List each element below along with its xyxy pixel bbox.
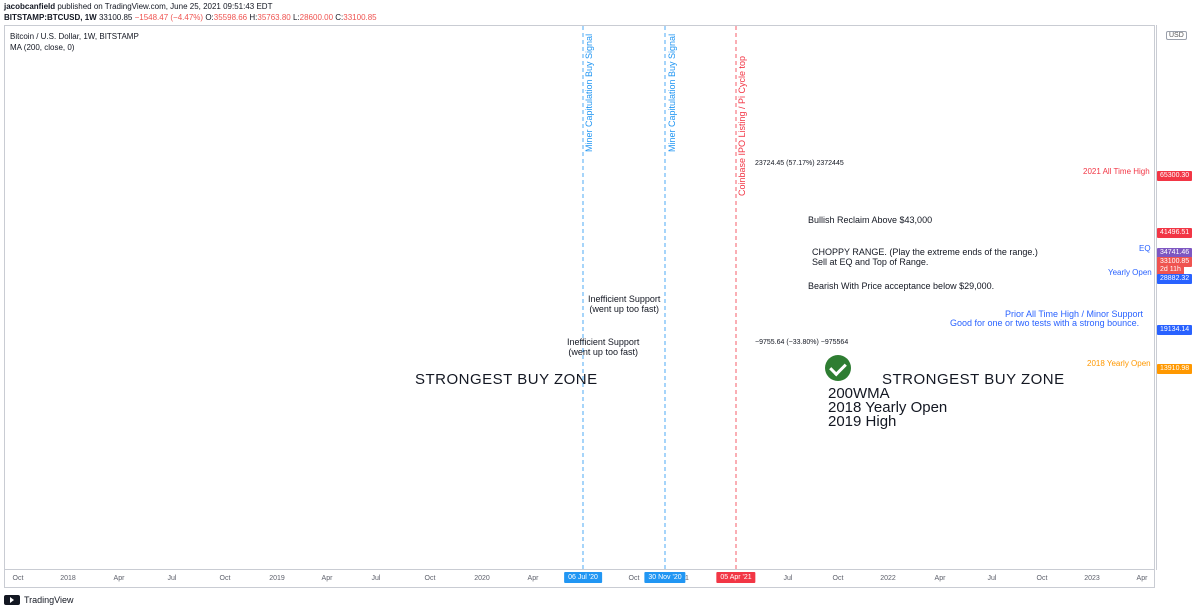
inefficient-support-1-b: (went up too fast) — [589, 304, 659, 314]
currency-button[interactable]: USD — [1166, 31, 1187, 40]
price-badge: 2d 11h — [1157, 265, 1184, 275]
time-tick: Oct — [832, 575, 844, 582]
vline-label-1: Miner Capitulation Buy Signal — [584, 33, 594, 152]
zone-confluence: 200WMA 2018 Yearly Open 2019 High — [828, 385, 948, 430]
high-value: 35763.80 — [257, 13, 291, 22]
confluence-200wma: 200WMA — [828, 385, 890, 402]
inefficient-support-2-a: Inefficient Support — [567, 337, 640, 347]
close-label: C: — [335, 13, 344, 22]
chart-pane[interactable] — [4, 25, 1155, 570]
last-price: 33100.85 — [98, 13, 133, 22]
time-axis[interactable] — [4, 570, 1155, 588]
time-tick: Jul — [783, 575, 793, 582]
time-tick: 2019 — [269, 575, 285, 582]
time-tick: Jul — [987, 575, 997, 582]
symbol-info: BITSTAMP:BTCUSD, 1W — [4, 13, 97, 22]
yearly-open-label: Yearly Open — [1108, 268, 1152, 277]
ath-label: 2021 All Time High — [1083, 167, 1150, 176]
legend-title: Bitcoin / U.S. Dollar, 1W, BITSTAMP — [10, 32, 139, 41]
time-tick: Jul — [167, 575, 177, 582]
vline-label-3: Coinbase IPO Listing / Pi Cycle top — [737, 55, 747, 196]
price-badge: 19134.14 — [1157, 325, 1193, 335]
time-badge: 30 Nov '20 — [644, 572, 686, 583]
price-badge: 28882.32 — [1157, 274, 1193, 284]
time-tick: Oct — [1036, 575, 1048, 582]
prior-ath-text: Prior All Time High / Minor Support — [1005, 309, 1144, 319]
price-badge: 34741.46 — [1157, 248, 1193, 258]
price-badge: 41496.51 — [1157, 228, 1193, 238]
publish-info: published on TradingView.com, June 25, 2… — [57, 2, 273, 11]
footer: TradingView — [4, 592, 74, 608]
price-change: −1548.47 (−4.47%) — [134, 13, 204, 22]
open-value: 35598.66 — [213, 13, 248, 22]
legend-ma: MA (200, close, 0) — [10, 43, 75, 52]
tradingview-logo-icon — [4, 595, 20, 605]
time-tick: 2018 — [60, 575, 76, 582]
high-label: H: — [249, 13, 258, 22]
good-for-text: Good for one or two tests with a strong … — [950, 318, 1140, 328]
sell-eq-text: Sell at EQ and Top of Range. — [812, 257, 929, 267]
zone-label-left: STRONGEST BUY ZONE — [415, 371, 598, 388]
time-tick: Apr — [113, 575, 125, 582]
time-tick: Apr — [934, 575, 946, 582]
low-label: L: — [292, 13, 300, 22]
time-badge: 05 Apr '21 — [716, 572, 756, 583]
time-tick: Oct — [628, 575, 640, 582]
time-tick: Oct — [219, 575, 231, 582]
time-tick: 2022 — [880, 575, 896, 582]
inefficient-support-2-b: (went up too fast) — [568, 347, 638, 357]
check-circle-icon — [825, 355, 851, 381]
eq-label: EQ — [1139, 244, 1151, 253]
inefficient-support-2: Inefficient Support (went up too fast) — [567, 337, 639, 357]
time-tick: Oct — [424, 575, 436, 582]
footer-brand[interactable]: TradingView — [24, 595, 74, 605]
inefficient-support-1: Inefficient Support (went up too fast) — [588, 294, 660, 314]
inefficient-support-1-a: Inefficient Support — [588, 294, 661, 304]
bearish-text: Bearish With Price acceptance below $29,… — [808, 281, 995, 291]
yearly-2018-label: 2018 Yearly Open — [1087, 359, 1151, 368]
price-badge: 33100.85 — [1157, 257, 1193, 267]
vline-label-2: Miner Capitulation Buy Signal — [667, 33, 677, 152]
price-badge: 65300.30 — [1157, 171, 1193, 181]
time-tick: Apr — [1136, 575, 1148, 582]
time-tick: 2020 — [474, 575, 490, 582]
confluence-2019-high: 2019 High — [828, 413, 897, 430]
time-tick: Oct — [12, 575, 24, 582]
choppy-range-text: CHOPPY RANGE. (Play the extreme ends of … — [812, 247, 1038, 257]
confluence-2018-open: 2018 Yearly Open — [828, 399, 948, 416]
zone-label-right: STRONGEST BUY ZONE — [882, 371, 1065, 388]
open-label: O: — [205, 13, 214, 22]
measure-up-label: 23724.45 (57.17%) 2372445 — [755, 160, 844, 167]
author[interactable]: jacobcanfield — [4, 2, 56, 11]
chart-legend: Bitcoin / U.S. Dollar, 1W, BITSTAMP MA (… — [10, 31, 139, 53]
chart-header: jacobcanfield published on TradingView.c… — [0, 0, 1200, 24]
time-tick: Apr — [321, 575, 333, 582]
time-tick: Apr — [527, 575, 539, 582]
close-value: 33100.85 — [343, 13, 377, 22]
time-badge: 06 Jul '20 — [564, 572, 602, 583]
low-value: 28600.00 — [299, 13, 334, 22]
price-axis[interactable] — [1156, 25, 1200, 570]
time-tick: 2023 — [1084, 575, 1100, 582]
price-badge: 13910.98 — [1157, 364, 1193, 374]
measure-down-label: −9755.64 (−33.80%) −975564 — [755, 339, 849, 346]
time-tick: Jul — [371, 575, 381, 582]
bullish-reclaim-text: Bullish Reclaim Above $43,000 — [808, 215, 933, 225]
